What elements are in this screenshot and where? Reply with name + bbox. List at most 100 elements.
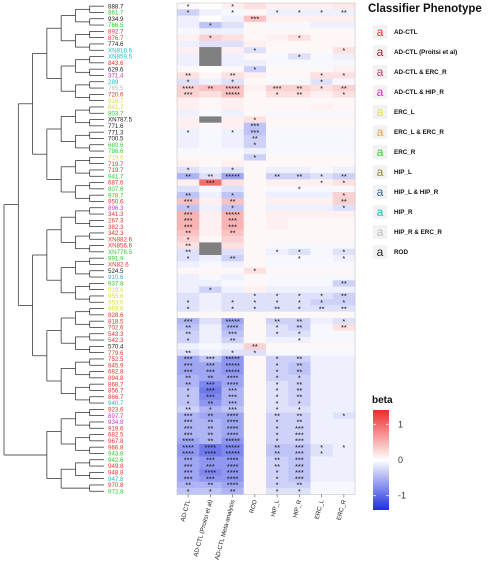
significance-mark: *	[342, 317, 345, 326]
heatmap-cell	[221, 255, 245, 262]
heatmap-cell	[243, 3, 267, 10]
heatmap-cell	[221, 179, 245, 186]
significance-mark: **	[185, 405, 191, 414]
heatmap-cell	[221, 469, 245, 476]
heatmap-cell	[243, 336, 267, 344]
heatmap-cell	[266, 204, 289, 212]
heatmap-cell	[199, 444, 222, 451]
heatmap-cell	[199, 185, 222, 193]
heatmap-cell	[310, 456, 334, 464]
row-label: 868.7	[108, 381, 124, 388]
significance-mark: ****	[205, 449, 217, 458]
heatmap-cell	[221, 66, 245, 73]
heatmap-cell	[332, 192, 356, 199]
significance-mark: *	[320, 71, 323, 80]
phenotype-label: HIP_R	[394, 209, 413, 216]
heatmap-cell	[243, 166, 267, 174]
heatmap-cell	[310, 15, 334, 23]
heatmap-cell	[332, 223, 356, 231]
heatmap-cell	[310, 387, 334, 394]
significance-mark: *	[342, 191, 345, 200]
heatmap-cell	[266, 122, 289, 130]
heatmap-cell	[310, 103, 334, 111]
heatmap-cell	[177, 84, 200, 92]
heatmap-cell	[243, 116, 267, 123]
significance-mark: *****	[225, 90, 240, 99]
row-label: 978.7	[108, 192, 124, 199]
heatmap-cell	[221, 393, 245, 401]
significance-mark: ***	[184, 216, 193, 225]
heatmap-cell	[221, 273, 245, 281]
heatmap-cell	[266, 141, 289, 149]
heatmap-cell	[199, 229, 222, 237]
heatmap-cell	[177, 223, 200, 231]
heatmap-cell	[332, 481, 356, 489]
heatmap-cell	[243, 273, 267, 281]
significance-mark: *	[276, 298, 279, 307]
row-label: 966.8	[108, 444, 124, 451]
significance-mark: *	[276, 399, 279, 408]
significance-mark: ***	[295, 462, 304, 471]
heatmap-cell	[310, 381, 334, 388]
heatmap-cell	[310, 116, 334, 123]
significance-mark: *	[187, 166, 190, 175]
heatmap-cell	[266, 9, 289, 16]
significance-mark: **	[230, 254, 236, 263]
heatmap-cell	[243, 15, 267, 23]
significance-mark: ***	[206, 361, 215, 370]
heatmap-cell	[310, 368, 334, 375]
heatmap-cell	[243, 412, 267, 420]
heatmap-cell	[177, 286, 200, 294]
heatmap-cell	[288, 324, 311, 331]
significance-mark: *	[209, 33, 212, 42]
heatmap-cell	[332, 248, 356, 256]
heatmap-cell	[199, 355, 222, 363]
heatmap-cell	[177, 173, 200, 180]
heatmap-cell	[243, 154, 267, 161]
row-label: 766.5	[108, 22, 124, 29]
heatmap-cell	[310, 343, 334, 350]
significance-mark: **	[185, 348, 191, 357]
heatmap-cell	[310, 242, 334, 249]
heatmap-cell	[332, 387, 356, 394]
heatmap-cell	[199, 431, 222, 438]
heatmap-cell	[243, 362, 267, 369]
heatmap-cell	[332, 84, 356, 92]
significance-mark: ****	[227, 481, 239, 490]
significance-mark: ***	[206, 462, 215, 471]
heatmap-cell	[310, 160, 334, 168]
heatmap-cell	[332, 28, 356, 35]
heatmap-cell	[266, 91, 289, 98]
heatmap-cell	[221, 362, 245, 369]
heatmap-cell	[288, 355, 311, 363]
heatmap-cell	[332, 311, 356, 319]
row-label: 682.8	[108, 369, 124, 376]
significance-mark: *	[253, 298, 256, 307]
significance-mark: ***	[206, 355, 215, 364]
heatmap-cell	[288, 406, 311, 413]
heatmap-cell	[310, 273, 334, 281]
heatmap-cell	[243, 355, 267, 363]
heatmap-cell	[221, 229, 245, 237]
significance-mark: *	[209, 487, 212, 496]
heatmap-cell	[332, 154, 356, 161]
row-label: 687.6	[108, 180, 124, 187]
row-label: 774.6	[108, 41, 124, 48]
heatmap-cell	[243, 324, 267, 331]
heatmap-cell	[288, 418, 311, 426]
phenotype-label: ROD	[394, 249, 408, 256]
heatmap-cell	[177, 91, 200, 98]
heatmap-cell	[177, 305, 200, 312]
heatmap-cell	[243, 223, 267, 231]
heatmap-cell	[199, 318, 222, 325]
heatmap-cell	[177, 40, 200, 48]
significance-mark: ***	[228, 216, 237, 225]
heatmap-cell	[199, 267, 222, 275]
heatmap-cell	[288, 84, 311, 92]
heatmap-cell	[243, 437, 267, 445]
heatmap-cell	[177, 141, 200, 149]
heatmap-cell	[243, 135, 267, 142]
heatmap-cell	[288, 305, 311, 312]
heatmap-cell	[177, 185, 200, 193]
heatmap-cell	[177, 3, 200, 10]
